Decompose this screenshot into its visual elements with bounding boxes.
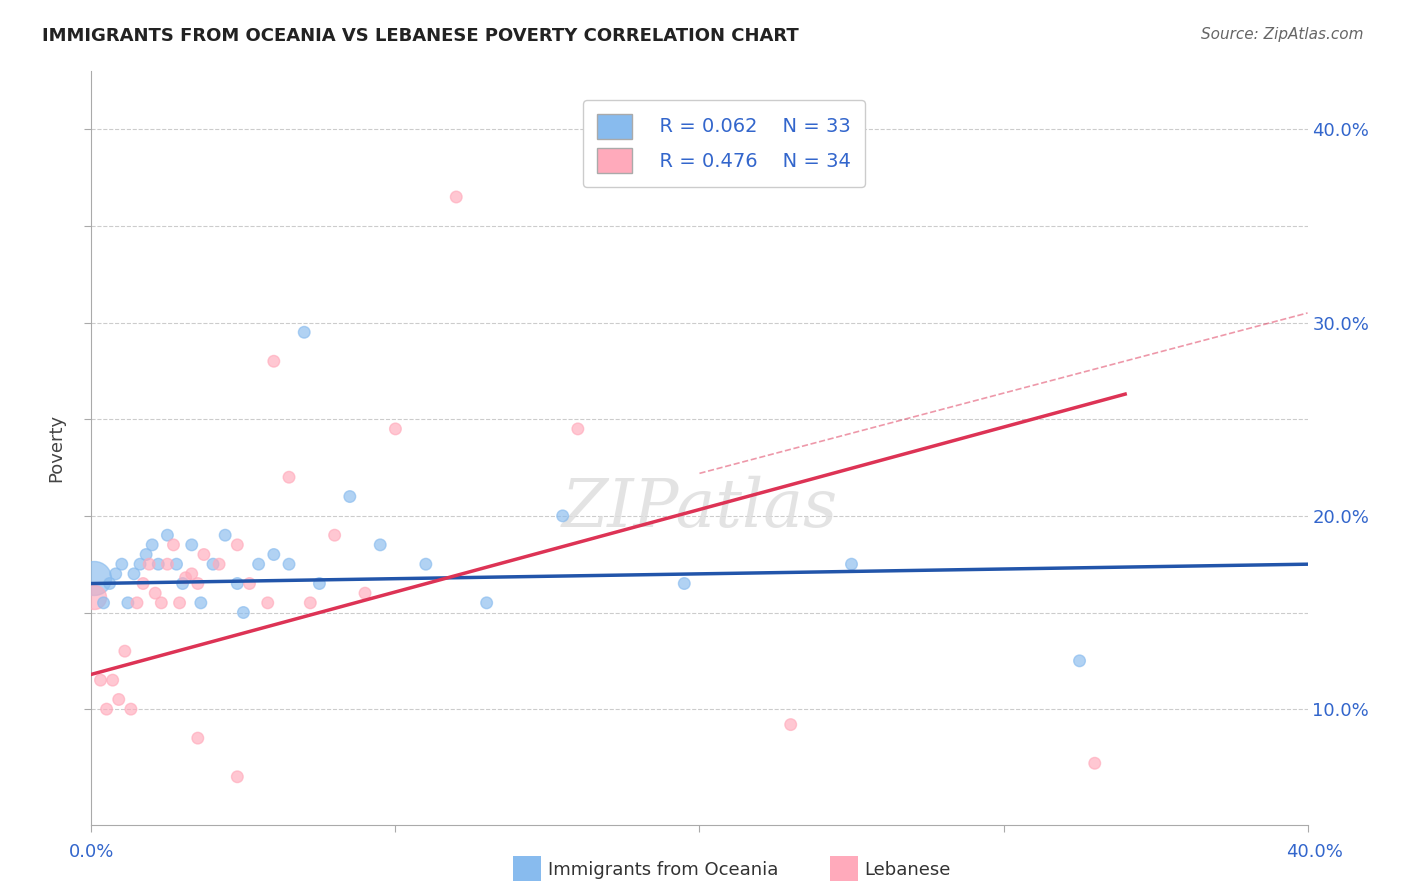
Point bbox=[232, 606, 254, 620]
Text: 40.0%: 40.0% bbox=[1286, 843, 1343, 861]
Text: Source: ZipAtlas.com: Source: ZipAtlas.com bbox=[1201, 27, 1364, 42]
Point bbox=[247, 557, 270, 572]
Point bbox=[174, 571, 197, 585]
Point bbox=[120, 702, 142, 716]
Point bbox=[278, 470, 301, 484]
Point bbox=[180, 566, 202, 581]
Point bbox=[354, 586, 377, 600]
Point bbox=[368, 538, 391, 552]
Point bbox=[190, 596, 212, 610]
Point bbox=[172, 576, 194, 591]
Point bbox=[226, 770, 249, 784]
Text: ZIPatlas: ZIPatlas bbox=[561, 476, 838, 541]
Point bbox=[166, 557, 188, 572]
Point bbox=[278, 557, 301, 572]
Legend:   R = 0.062    N = 33,   R = 0.476    N = 34: R = 0.062 N = 33, R = 0.476 N = 34 bbox=[583, 100, 865, 186]
Point bbox=[384, 422, 406, 436]
Point bbox=[193, 548, 215, 562]
Y-axis label: Poverty: Poverty bbox=[48, 414, 66, 483]
Point bbox=[263, 354, 285, 368]
Point bbox=[138, 557, 160, 572]
Point bbox=[101, 673, 124, 688]
Point bbox=[841, 557, 863, 572]
Point bbox=[125, 596, 148, 610]
Point bbox=[89, 673, 111, 688]
Point bbox=[551, 508, 574, 523]
Point bbox=[129, 557, 152, 572]
Point bbox=[150, 596, 173, 610]
Point bbox=[98, 576, 121, 591]
Point bbox=[208, 557, 231, 572]
Point bbox=[93, 596, 115, 610]
Point bbox=[104, 566, 127, 581]
Point bbox=[96, 702, 118, 716]
Point bbox=[1084, 756, 1107, 771]
Point bbox=[226, 538, 249, 552]
Text: 0.0%: 0.0% bbox=[69, 843, 114, 861]
Point bbox=[169, 596, 191, 610]
Point bbox=[299, 596, 322, 610]
Point bbox=[107, 692, 129, 706]
Point bbox=[143, 586, 166, 600]
Point bbox=[83, 571, 105, 585]
Point bbox=[122, 566, 145, 581]
Point bbox=[339, 490, 361, 504]
Point bbox=[292, 326, 315, 340]
Point bbox=[83, 590, 105, 604]
Point bbox=[673, 576, 696, 591]
Point bbox=[475, 596, 498, 610]
Point bbox=[226, 576, 249, 591]
Point bbox=[256, 596, 278, 610]
Point bbox=[1069, 654, 1091, 668]
Text: Immigrants from Oceania: Immigrants from Oceania bbox=[548, 861, 779, 879]
Point bbox=[148, 557, 170, 572]
Point bbox=[444, 190, 467, 204]
Point bbox=[187, 731, 209, 746]
Point bbox=[141, 538, 163, 552]
Point bbox=[132, 576, 155, 591]
Point bbox=[135, 548, 157, 562]
Point bbox=[156, 557, 179, 572]
Text: Lebanese: Lebanese bbox=[865, 861, 950, 879]
Point bbox=[162, 538, 184, 552]
Point bbox=[180, 538, 202, 552]
Point bbox=[156, 528, 179, 542]
Point bbox=[111, 557, 134, 572]
Point bbox=[323, 528, 346, 542]
Point bbox=[415, 557, 437, 572]
Point bbox=[214, 528, 236, 542]
Point bbox=[779, 717, 801, 731]
Point bbox=[567, 422, 589, 436]
Text: IMMIGRANTS FROM OCEANIA VS LEBANESE POVERTY CORRELATION CHART: IMMIGRANTS FROM OCEANIA VS LEBANESE POVE… bbox=[42, 27, 799, 45]
Point bbox=[117, 596, 139, 610]
Point bbox=[187, 576, 209, 591]
Point bbox=[202, 557, 225, 572]
Point bbox=[263, 548, 285, 562]
Point bbox=[114, 644, 136, 658]
Point bbox=[238, 576, 260, 591]
Point bbox=[308, 576, 330, 591]
